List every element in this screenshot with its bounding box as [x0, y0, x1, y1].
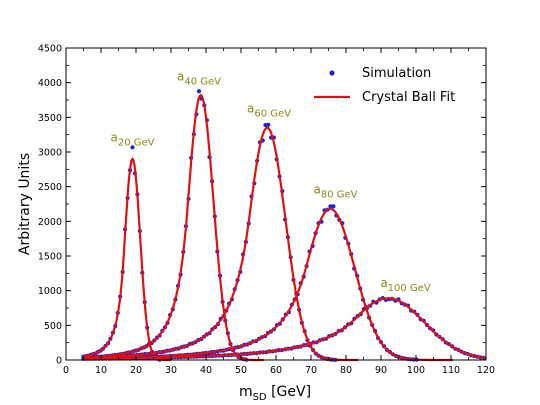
x-tick-label: 0: [63, 365, 69, 376]
y-tick-label: 3500: [38, 113, 62, 124]
peak-label: a40 GeV: [177, 70, 221, 88]
x-tick-label: 20: [130, 365, 142, 376]
y-tick-label: 3000: [38, 148, 62, 159]
legend-fit-label: Crystal Ball Fit: [362, 90, 455, 105]
fit-curve-100-gev: [83, 297, 487, 360]
data-point: [331, 204, 336, 209]
y-tick-label: 4000: [38, 78, 62, 89]
peak-label: a80 GeV: [313, 183, 357, 201]
x-tick-label: 40: [200, 365, 212, 376]
peak-label-base: a: [380, 276, 387, 290]
peak-label-subscript: 100 GeV: [388, 283, 431, 294]
y-tick-label: 2000: [38, 217, 62, 228]
x-tick-label: 90: [375, 365, 387, 376]
data-point: [328, 204, 333, 209]
x-tick-label: 60: [270, 365, 282, 376]
peak-label-base: a: [177, 70, 184, 84]
peak-label-subscript: 40 GeV: [184, 77, 221, 88]
peak-label-subscript: 80 GeV: [321, 190, 358, 201]
x-tick-label: 70: [305, 365, 317, 376]
peak-label: a20 GeV: [110, 131, 154, 149]
x-tick-label: 30: [165, 365, 177, 376]
data-point: [130, 145, 135, 150]
x-tick-label: 50: [235, 365, 247, 376]
fit-curve-60-gev: [83, 126, 359, 362]
y-tick-label: 2500: [38, 182, 62, 193]
peak-label-base: a: [247, 102, 254, 116]
legend-simulation-label: Simulation: [362, 66, 431, 81]
x-tick-label: 80: [340, 365, 352, 376]
y-tick-label: 500: [44, 321, 62, 332]
data-point: [266, 122, 271, 127]
data-point: [196, 89, 202, 94]
y-tick-label: 1500: [38, 252, 62, 263]
peak-label: a100 GeV: [380, 276, 431, 294]
fit-curve-20-gev: [83, 156, 171, 362]
legend: Simulation Crystal Ball Fit: [314, 66, 455, 105]
x-tick-label: 120: [477, 365, 495, 376]
peak-label-subscript: 60 GeV: [254, 109, 291, 120]
y-axis-label: Arbitrary Units: [17, 153, 33, 255]
fit-curve-40-gev: [83, 93, 264, 362]
peak-label-subscript: 20 GeV: [118, 138, 155, 149]
axes: 0 10 20 30 40 50 60 70 80 90 100 110 120 0 500 1000 1500…: [38, 44, 495, 377]
legend-simulation-marker: [329, 70, 335, 76]
peak-label: a60 GeV: [247, 102, 291, 120]
peak-label-base: a: [110, 131, 117, 145]
x-axis-label: mSD [GeV]: [239, 384, 311, 403]
y-tick-label: 0: [56, 356, 62, 367]
x-tick-label: 10: [95, 365, 107, 376]
x-tick-label: 100: [407, 365, 425, 376]
x-tick-label: 110: [442, 365, 460, 376]
y-tick-label: 1000: [38, 286, 62, 297]
peak-label-base: a: [313, 183, 320, 197]
y-tick-label: 4500: [38, 44, 62, 55]
